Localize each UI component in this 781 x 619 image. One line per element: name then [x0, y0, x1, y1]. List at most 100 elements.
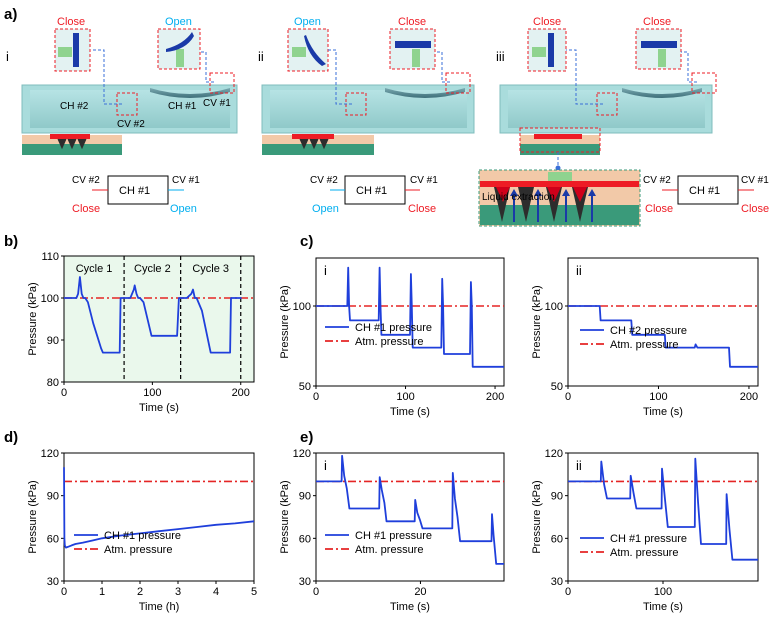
plot-area [567, 257, 759, 387]
state-cv1-name: CV #1 [410, 175, 438, 186]
callout-arrow [435, 51, 450, 83]
plot-area [63, 452, 255, 582]
legend-label: CH #1 pressure [610, 533, 687, 545]
inset-valve-bar [395, 41, 431, 48]
inset-channel [532, 47, 546, 57]
panel-label-d: d) [4, 429, 18, 446]
y-axis-label: Pressure (kPa) [531, 480, 543, 553]
y-tick-label: 60 [299, 533, 311, 545]
inset-channel [292, 47, 306, 57]
series-chamber-pressure [568, 457, 758, 561]
legend-label: CH #1 pressure [355, 322, 432, 334]
needle-layer [50, 134, 90, 139]
series-chamber-pressure [316, 266, 504, 368]
x-axis-label: Time (s) [390, 601, 430, 613]
y-tick-label: 100 [545, 301, 563, 313]
state-cv1-value: Open [170, 203, 197, 215]
extraction-base [480, 205, 639, 225]
state-cv2-value: Close [72, 203, 100, 215]
y-tick-label: 80 [47, 377, 59, 389]
arrow-dot [555, 165, 561, 171]
x-tick-label: 0 [565, 586, 571, 598]
state-cv1-value: Close [741, 203, 769, 215]
sub-label: i [324, 458, 327, 473]
callout-box [691, 72, 717, 94]
x-axis-label: Time (h) [139, 601, 180, 613]
sub-label: ii [576, 458, 582, 473]
y-tick-label: 120 [293, 448, 311, 460]
y-axis-label: Pressure (kPa) [27, 282, 39, 355]
inset-state-label-cv2: Open [294, 16, 321, 28]
inset-state-label-cv1: Close [398, 16, 426, 28]
inset-flap-open [166, 32, 194, 52]
chart-c-ii: 50 100 0 100 200 Time (s) Pressure (kPa) ii CH #… [531, 257, 759, 418]
y-tick-label: 90 [299, 491, 311, 503]
y-tick-label: 120 [545, 448, 563, 460]
y-axis-label: Pressure (kPa) [27, 480, 39, 553]
x-tick-label: 100 [396, 391, 414, 403]
y-tick-label: 100 [293, 301, 311, 313]
x-tick-label: 0 [313, 391, 319, 403]
x-tick-label: 0 [61, 387, 67, 399]
chart-e-ii: 30 60 90 120 0 100 Time (s) Pressure (kPa) ii CH … [531, 448, 759, 613]
state-cv1-value: Close [408, 203, 436, 215]
panel-label-b: b) [4, 233, 18, 250]
extraction-droplets [496, 187, 587, 202]
legend-label: Atm. pressure [104, 544, 172, 556]
callout-arrow [328, 49, 352, 105]
x-tick-label: 200 [486, 391, 504, 403]
panel-label-c: c) [300, 233, 313, 250]
sub-label: ii [576, 263, 582, 278]
x-axis-label: Time (s) [139, 402, 179, 414]
inset-state-label-cv2: Close [57, 16, 85, 28]
state-cv2-name: CV #2 [72, 175, 100, 186]
sub-label-iii: iii [496, 49, 505, 64]
callout-arrow [92, 49, 122, 105]
dome-ch1 [622, 88, 702, 98]
extraction-layer [480, 181, 639, 187]
legend-label: Atm. pressure [610, 547, 678, 559]
chart-d: 30 60 90 120 0 1 2 3 4 5 Time (h) Pressure (kPa) CH … [27, 448, 257, 613]
substrate-base [22, 144, 122, 155]
state-cv2-value: Close [645, 203, 673, 215]
inset-state-label-cv1: Open [165, 16, 192, 28]
needle-layer [292, 134, 334, 139]
inset-valve-bar [641, 41, 677, 48]
chart-b: 80 90 100 110 0 100 200 Time (s) Pressure (kPa) C… [27, 251, 255, 414]
legend-label: CH #2 pressure [610, 325, 687, 337]
state-cv1-name: CV #1 [741, 175, 769, 186]
chart-c-i: 50 100 0 100 200 Time (s) Pressure (kPa) i CH #1… [279, 257, 505, 418]
callout-arrow [566, 49, 603, 105]
label-cv1: CV #1 [203, 98, 231, 109]
substrate-base [262, 144, 374, 155]
state-cv2-name: CV #2 [310, 175, 338, 186]
inset-channel [658, 49, 666, 67]
schematic-i: i Close Open CH #2 CH #1 CV #1 CV #2 CH … [6, 16, 238, 215]
sub-label: i [324, 263, 327, 278]
y-tick-label: 60 [47, 533, 59, 545]
series-chamber-pressure [63, 467, 255, 549]
substrate-base [520, 144, 600, 155]
legend-label: Atm. pressure [355, 336, 423, 348]
y-axis-label: Pressure (kPa) [279, 480, 291, 553]
x-tick-label: 4 [213, 586, 219, 598]
y-tick-label: 50 [551, 381, 563, 393]
chart-e-i: 30 60 90 120 0 20 Time (s) Pressure (kPa) i CH #1… [279, 448, 505, 613]
panel-label-a: a) [4, 6, 17, 23]
label-liquid-extraction: Liquid extraction [482, 192, 555, 203]
inset-valve-bar [73, 33, 79, 67]
x-tick-label: 2 [137, 586, 143, 598]
state-cv2-name: CV #2 [643, 175, 671, 186]
inset-channel [412, 49, 420, 67]
inset-flap-open [304, 35, 326, 66]
state-cv2-value: Open [312, 203, 339, 215]
dome-ch1 [385, 88, 465, 98]
inset-state-label-cv2: Close [533, 16, 561, 28]
cycle-label: Cycle 3 [192, 263, 229, 275]
label-ch1: CH #1 [168, 101, 197, 112]
needle-layer [534, 134, 582, 139]
needles [299, 138, 329, 150]
callout-box [445, 72, 471, 94]
y-tick-label: 90 [551, 491, 563, 503]
